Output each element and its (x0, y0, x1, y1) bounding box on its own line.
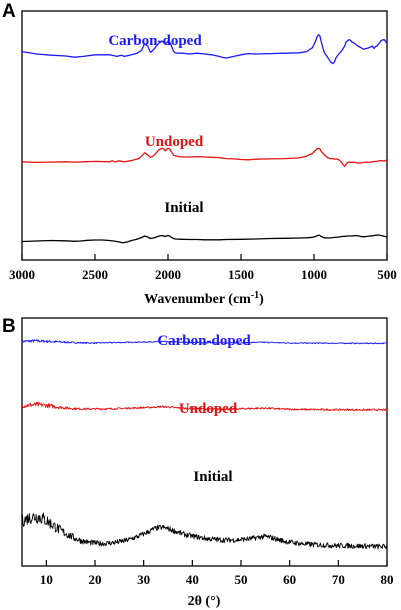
panel-a-frame (21, 10, 388, 261)
panel-a-letter: A (2, 1, 16, 22)
panel-b-frame (21, 317, 388, 567)
panel-a-x-tick-label-1000: 1000 (301, 267, 327, 282)
panel-b-series-initial (21, 512, 388, 550)
panel-b-label-initial: Initial (193, 469, 232, 485)
panel-b-series: Carbon-doped Undoped Initial (21, 333, 388, 550)
panel-a-series-initial (21, 234, 388, 244)
panel-a-label-initial: Initial (164, 200, 203, 216)
panel-a-series-undoped (21, 147, 388, 167)
panel-a-x-tick-label-2000: 2000 (155, 267, 181, 282)
panel-b: B Carbon-doped Undoped Initial 10 20 30 40 50 6… (2, 316, 394, 609)
panel-a-x-tick-label-3000: 3000 (9, 267, 35, 282)
panel-b-letter: B (2, 316, 16, 337)
panel-a-x-tick-label-500: 500 (377, 267, 397, 282)
panel-b-x-tick-label-30: 30 (137, 572, 150, 587)
panel-b-series-undoped (21, 401, 388, 412)
panel-a-x-ticks: 3000 2500 2000 1500 1000 500 (9, 254, 397, 282)
panel-b-x-tick-label-20: 20 (89, 572, 102, 587)
panel-b-x-axis-title: 2θ (°) (188, 594, 221, 609)
panel-b-series-carbon-doped (21, 339, 388, 345)
panel-b-x-tick-label-40: 40 (186, 572, 199, 587)
panel-a-x-tick-label-1500: 1500 (228, 267, 254, 282)
panel-b-x-ticks: 10 20 30 40 50 60 70 80 (40, 560, 394, 587)
panel-b-x-tick-label-70: 70 (332, 572, 345, 587)
panel-a-series-carbon-doped (21, 34, 388, 65)
panel-b-x-tick-label-50: 50 (235, 572, 248, 587)
panel-b-x-tick-label-10: 10 (40, 572, 53, 587)
panel-a-label-undoped: Undoped (145, 134, 204, 150)
panel-a-label-carbon-doped: Carbon-doped (108, 33, 202, 49)
panel-a-series: Carbon-doped Undoped Initial (21, 33, 388, 244)
panel-b-x-tick-label-60: 60 (283, 572, 296, 587)
panel-b-label-undoped: Undoped (179, 401, 238, 417)
panel-a-x-tick-label-2500: 2500 (82, 267, 108, 282)
panel-a-x-axis-title: Wavenumber (cm-1) (144, 290, 264, 307)
panel-b-label-carbon-doped: Carbon-doped (157, 333, 251, 349)
panel-a: A Carbon-doped Undoped Initial 3000 2500 200… (2, 1, 397, 307)
panel-b-x-tick-label-80: 80 (381, 572, 394, 587)
